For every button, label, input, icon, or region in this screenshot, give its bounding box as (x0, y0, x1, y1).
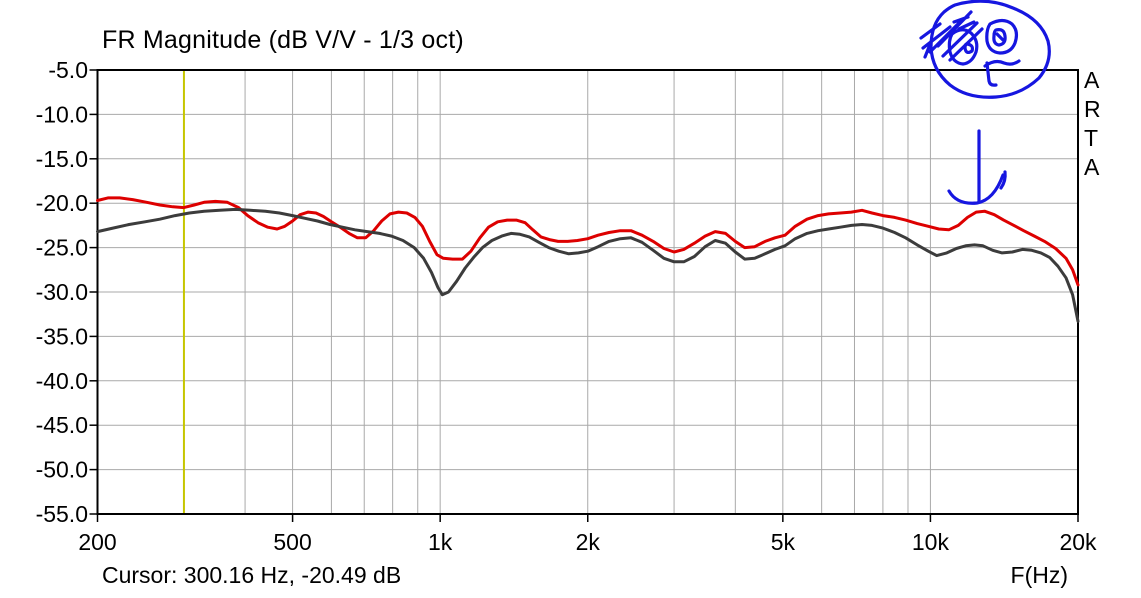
face-outline (929, 0, 1051, 99)
watermark-letter: R (1084, 96, 1101, 122)
face-doodle-annotation (919, 0, 1051, 99)
y-tick-label: -50.0 (36, 457, 88, 483)
x-tick-label: 200 (78, 529, 116, 555)
x-tick-label: 2k (576, 529, 601, 555)
y-tick-label: -5.0 (48, 57, 88, 83)
arrow-head-swoosh (947, 173, 1005, 205)
left-eye (947, 28, 979, 66)
y-tick-label: -35.0 (36, 323, 88, 349)
trace-red (96, 196, 1080, 287)
trace-group (96, 196, 1080, 323)
x-tick-label: 1k (428, 529, 453, 555)
y-tick-label: -40.0 (36, 368, 88, 394)
cursor-readout: Cursor: 300.16 Hz, -20.49 dB (102, 562, 402, 588)
x-tick-label: 500 (273, 529, 311, 555)
x-tick-label: 10k (912, 529, 950, 555)
down-arrow-annotation (947, 129, 1007, 205)
grid-lines (97, 70, 1078, 514)
x-axis-unit-label: F(Hz) (1010, 562, 1068, 588)
x-tick-label: 20k (1059, 529, 1097, 555)
left-pupil (963, 42, 975, 55)
y-tick-label: -45.0 (36, 412, 88, 438)
y-tick-label: -55.0 (36, 501, 88, 527)
trace-gray (96, 207, 1080, 323)
axis-ticks-and-labels: -5.0 -10.0 -15.0 -20.0 -25.0 -30.0 -35.0 -40.0 -… (36, 57, 1097, 555)
y-tick-label: -20.0 (36, 190, 88, 216)
watermark-letter: T (1084, 125, 1099, 151)
y-tick-label: -25.0 (36, 235, 88, 261)
watermark-letter: A (1084, 67, 1100, 93)
arrow-head-hook (999, 170, 1007, 190)
mouth (983, 59, 1021, 87)
right-pupil-scribble (992, 28, 1007, 47)
y-tick-label: -15.0 (36, 146, 88, 172)
y-tick-label: -30.0 (36, 279, 88, 305)
chart-title: FR Magnitude (dB V/V - 1/3 oct) (102, 26, 464, 54)
y-tick-label: -10.0 (36, 101, 88, 127)
right-eye (985, 18, 1019, 55)
watermark-letter: A (1084, 154, 1100, 180)
x-tick-label: 5k (771, 529, 796, 555)
